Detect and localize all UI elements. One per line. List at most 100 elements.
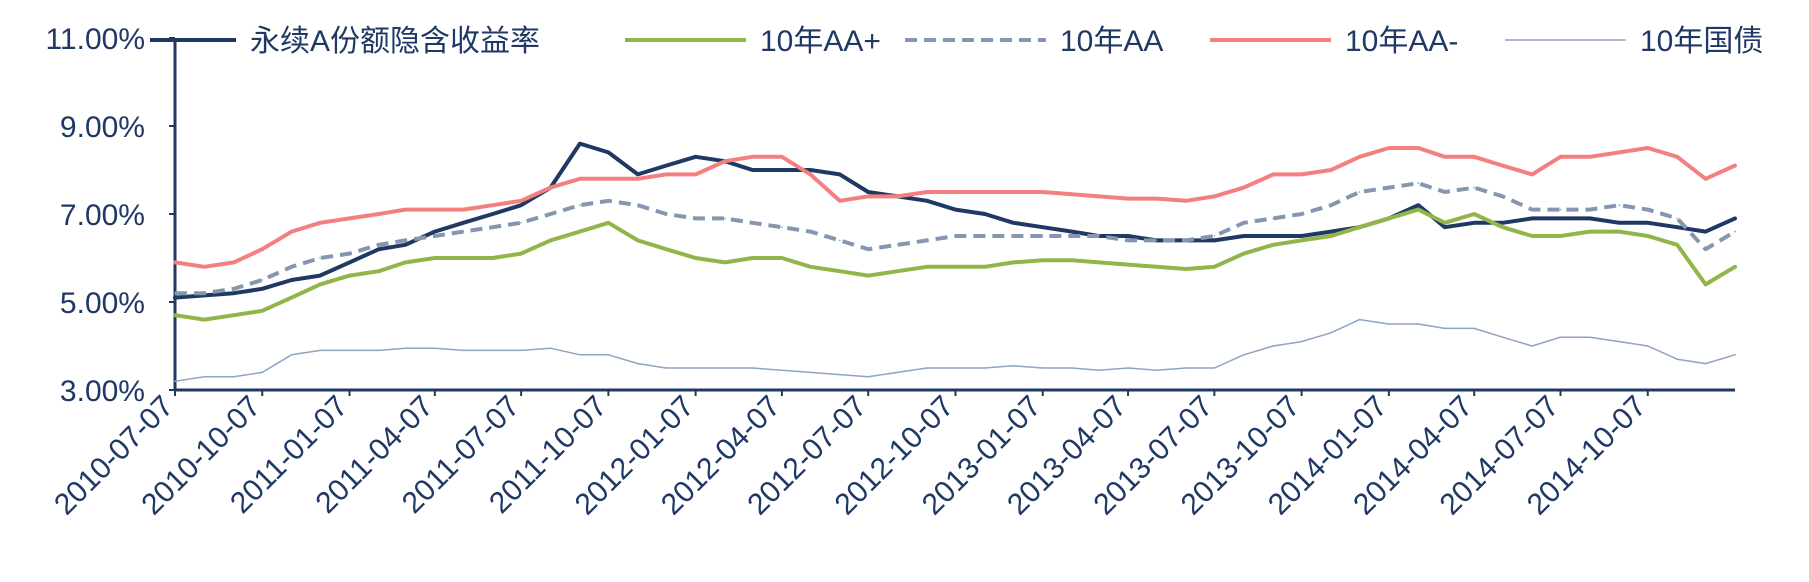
y-tick-labels: 11.00% 9.00% 7.00% 5.00% 3.00% [45,23,175,408]
series-1-point [462,257,465,259]
series-3-point [1155,197,1158,200]
series-1-point [549,239,552,242]
series-4-point [1734,354,1736,356]
series-0-point [637,173,639,176]
series-2-point [1618,204,1621,206]
series-2-point [1243,222,1245,224]
series-3-point [174,261,176,264]
series-1-point [1358,226,1361,228]
series-3-point [781,156,783,158]
series-2-point [1589,208,1591,211]
series-1-point [1012,261,1015,264]
series-3-point [1501,164,1504,167]
series-0-point [1300,235,1303,237]
series-4-point [1358,318,1361,321]
series-2-point [665,213,667,215]
series-1-point [1330,235,1332,237]
legend-label-1: 10年AA+ [760,25,881,58]
series-3-point [665,173,667,176]
x-tick-labels: 2010-07-072010-10-072011-01-072011-04-07… [48,390,1653,522]
series-1-point [665,248,667,250]
series-4-point [1444,327,1446,330]
series-0-point [1127,235,1129,237]
series-3-point [290,230,293,233]
series-2-point [607,200,610,202]
series-4-point [1097,369,1100,372]
series-1-point [174,314,176,317]
series-3-point [549,186,552,189]
series-2-point [1444,191,1446,193]
series-1-point [1734,266,1736,268]
series-3-point [1704,178,1707,180]
series-1-point [984,266,986,268]
series-3-point [1531,173,1533,176]
series-0-point [1243,235,1245,237]
series-2-point [1358,191,1361,193]
series-2-point [809,230,812,233]
series-3-point [1243,186,1245,189]
series-4-point [1676,358,1678,361]
series-3-point [520,200,522,202]
series-4-point [607,354,610,356]
series-4-point [1589,336,1591,339]
series-4-point [1272,345,1274,347]
series-4-point [1704,362,1707,365]
series-2-point [1272,217,1274,220]
legend-label-4: 10年国债 [1640,25,1763,58]
series-4-point [261,371,264,374]
series-1-point [839,270,841,273]
series-4-point [348,349,351,352]
series-1-point [1185,268,1187,270]
series-4-point [1501,336,1504,339]
series-1-point [348,274,351,277]
series-4-point [1417,323,1420,325]
series-4-point [724,367,726,369]
series-3-point [926,191,928,193]
series-2-point [348,252,351,255]
series-4-point [1531,345,1533,347]
series-2-point [1300,213,1303,215]
series-1-point [1559,235,1562,237]
y-tick-label: 9.00% [60,111,145,144]
series-1-point [954,266,957,268]
series-4-point [954,367,957,369]
series-0-point [261,288,264,290]
series-3-point [1589,156,1591,158]
series-0-point [1704,230,1707,233]
y-tick-label: 11.00% [45,23,145,56]
series-1-point [1589,230,1591,233]
series-3-point [1012,191,1015,193]
series-2-point [1473,186,1475,189]
series-1-point [694,257,697,259]
series-1-point [637,239,639,242]
series-4-point [290,354,293,356]
series-4-point [174,380,176,383]
series-1-point [1213,266,1216,268]
series-1-point [520,252,522,255]
series-1-point [233,314,235,317]
series-4-point [867,376,869,378]
series-3-point [1127,197,1129,200]
series-2-point [579,204,581,206]
series-0-point [1330,230,1332,233]
series-2-point [462,230,465,233]
series-3-point [434,208,436,211]
series-1-point [491,257,494,259]
series-2-point [1071,235,1073,237]
series-0-point [319,274,321,277]
series-2-point [520,222,522,224]
series-3-point [839,200,841,202]
series-0-point [1618,222,1621,224]
series-1-point [751,257,754,259]
series-3-point [1071,193,1073,195]
series-1-point [1501,226,1504,228]
series-1-point [203,318,206,321]
series-0-point [404,244,407,246]
series-0-point [520,204,522,206]
series-4-point [1618,340,1621,343]
series-1-point [290,296,293,299]
series-0-point [1071,230,1073,233]
legend: 永续A份额隐含收益率 10年AA+ 10年AA 10年AA- 10年国债 [150,25,1763,58]
series-0-point [579,142,581,145]
series-0-point [434,230,436,233]
